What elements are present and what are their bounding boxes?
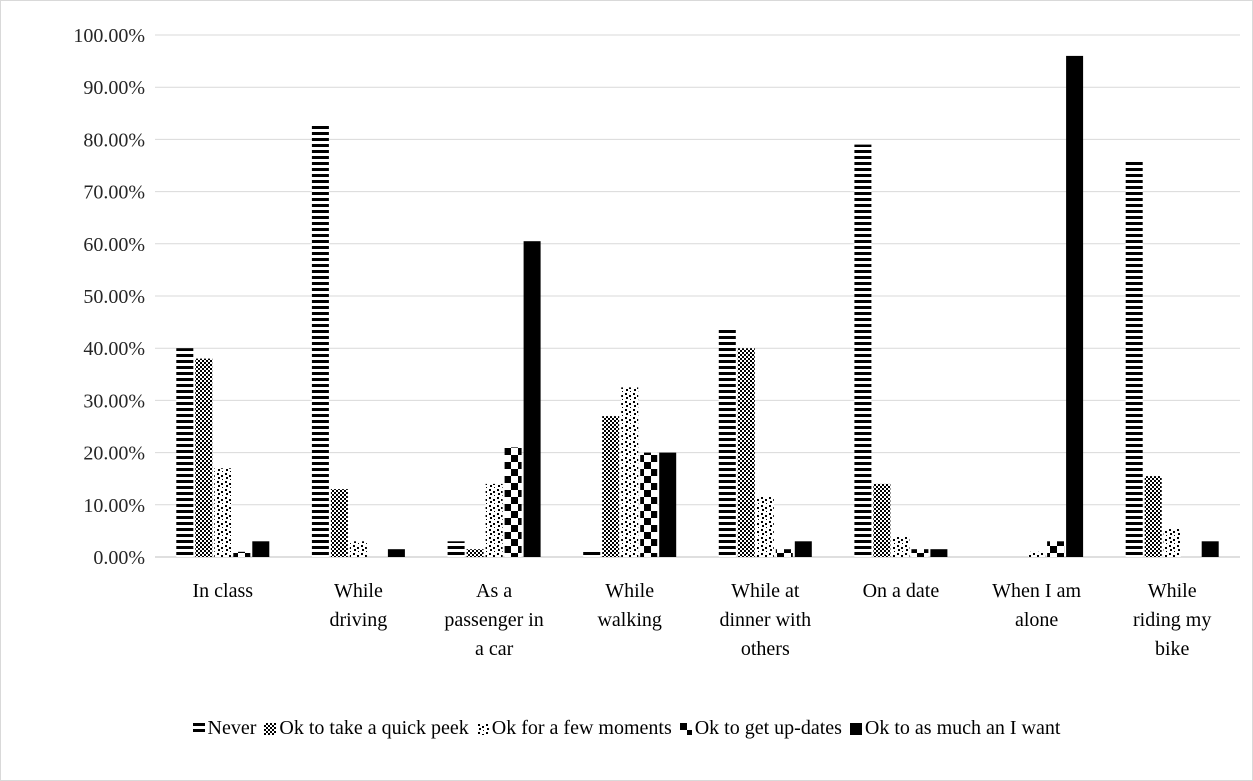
bar-never-3 xyxy=(583,551,601,557)
bar-never-0 xyxy=(176,348,194,557)
bar-ok-for-a-few-moments-2 xyxy=(485,483,503,557)
bar-ok-to-get-up-dates-2 xyxy=(504,447,522,557)
bar-ok-to-get-up-dates-4 xyxy=(775,549,793,557)
legend: Never Ok to take a quick peek Ok for a few… xyxy=(0,717,1253,740)
legend-swatch-dots xyxy=(476,722,489,735)
bar-ok-for-a-few-moments-0 xyxy=(214,468,232,557)
bar-ok-to-take-a-quick-peek-3 xyxy=(602,416,620,557)
legend-swatch-checker xyxy=(264,722,277,735)
bar-ok-to-as-much-an-i-want-0 xyxy=(252,541,270,557)
legend-label: Ok to as much an I want xyxy=(864,717,1061,739)
y-axis-ticks: 0.00% 10.00% 20.00% 30.00% 40.00% 50.00% 60.00… xyxy=(73,25,145,569)
y-tick-label: 50.00% xyxy=(83,286,145,308)
bar-ok-to-get-up-dates-0 xyxy=(233,551,251,557)
legend-item: Ok to take a quick peek xyxy=(264,717,469,740)
bar-ok-to-as-much-an-i-want-2 xyxy=(523,241,541,557)
bar-ok-to-get-up-dates-3 xyxy=(640,452,658,557)
y-tick-label: 30.00% xyxy=(83,390,145,412)
legend-item: Ok to get up-dates xyxy=(679,717,842,740)
bar-ok-to-take-a-quick-peek-1 xyxy=(330,489,348,557)
y-tick-label: 0.00% xyxy=(93,547,145,569)
x-category-label: While at dinner with others xyxy=(719,580,811,660)
x-category-label: While walking xyxy=(597,580,661,631)
bar-ok-to-as-much-an-i-want-6 xyxy=(1066,55,1084,558)
bar-ok-for-a-few-moments-5 xyxy=(892,536,910,557)
bar-ok-to-as-much-an-i-want-5 xyxy=(930,549,948,557)
y-tick-label: 20.00% xyxy=(83,443,145,465)
bar-ok-for-a-few-moments-7 xyxy=(1163,528,1181,557)
legend-item: Ok for a few moments xyxy=(476,717,672,740)
y-tick-label: 40.00% xyxy=(83,338,145,360)
bar-never-1 xyxy=(311,123,329,557)
legend-label: Ok for a few moments xyxy=(491,717,672,739)
bar-ok-for-a-few-moments-3 xyxy=(621,387,639,557)
bar-ok-to-take-a-quick-peek-5 xyxy=(873,483,891,557)
bar-ok-for-a-few-moments-6 xyxy=(1028,551,1046,557)
bar-ok-to-as-much-an-i-want-4 xyxy=(794,541,812,557)
bar-ok-to-get-up-dates-5 xyxy=(911,549,929,557)
bar-ok-to-as-much-an-i-want-3 xyxy=(659,452,677,557)
x-category-label: When I am alone xyxy=(992,580,1081,631)
bar-ok-to-take-a-quick-peek-4 xyxy=(737,348,755,557)
x-axis-categories: In class While driving As a passenger in a ca… xyxy=(193,580,1212,660)
legend-swatch-hstripes xyxy=(192,722,205,735)
x-category-label: While riding my bike xyxy=(1133,580,1211,660)
bar-never-7 xyxy=(1125,160,1143,558)
y-tick-label: 90.00% xyxy=(83,77,145,99)
bar-never-4 xyxy=(718,327,736,557)
legend-item: Ok to as much an I want xyxy=(849,717,1061,740)
bar-ok-to-take-a-quick-peek-7 xyxy=(1144,476,1162,557)
bar-never-2 xyxy=(447,541,465,557)
x-category-label: While driving xyxy=(330,580,388,631)
bar-never-5 xyxy=(854,144,872,557)
bars xyxy=(176,55,1219,558)
legend-item: Never xyxy=(192,717,257,740)
bar-ok-to-get-up-dates-6 xyxy=(1047,541,1065,557)
bar-ok-for-a-few-moments-4 xyxy=(756,497,774,557)
y-tick-label: 70.00% xyxy=(83,182,145,204)
legend-swatch-solid xyxy=(849,722,862,735)
bar-ok-to-as-much-an-i-want-7 xyxy=(1201,541,1219,557)
x-category-label: In class xyxy=(193,580,254,602)
bar-ok-for-a-few-moments-1 xyxy=(349,541,367,557)
bar-ok-to-take-a-quick-peek-2 xyxy=(466,549,484,557)
y-tick-label: 80.00% xyxy=(83,129,145,151)
legend-label: Ok to get up-dates xyxy=(694,717,842,739)
bar-ok-to-take-a-quick-peek-0 xyxy=(195,358,213,557)
legend-swatch-bigchecker xyxy=(679,722,692,735)
x-category-label: On a date xyxy=(863,580,940,602)
y-tick-label: 100.00% xyxy=(73,25,145,47)
y-tick-label: 60.00% xyxy=(83,234,145,256)
legend-label: Ok to take a quick peek xyxy=(279,717,469,739)
y-tick-label: 10.00% xyxy=(83,495,145,517)
bar-ok-to-as-much-an-i-want-1 xyxy=(387,549,405,557)
x-category-label: As a passenger in a car xyxy=(444,580,543,660)
legend-label: Never xyxy=(207,717,257,739)
